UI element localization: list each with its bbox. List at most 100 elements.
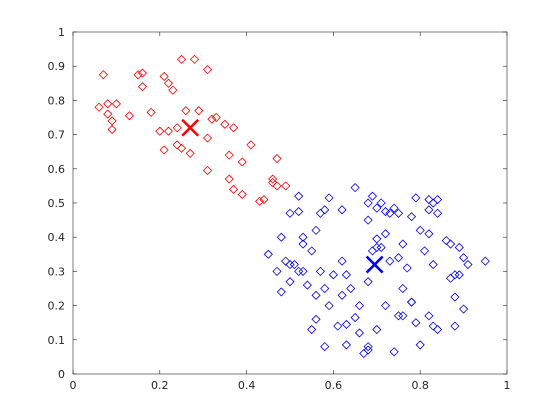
- point: [346, 283, 356, 294]
- point: [341, 319, 351, 329]
- point: [168, 85, 178, 95]
- point: [207, 114, 217, 124]
- point: [363, 198, 373, 208]
- point: [263, 249, 273, 259]
- point: [276, 232, 286, 242]
- point: [459, 304, 469, 314]
- point: [163, 78, 174, 88]
- point: [224, 174, 234, 184]
- point: [454, 242, 464, 253]
- point: [294, 266, 304, 276]
- point: [159, 145, 169, 155]
- point: [424, 311, 434, 321]
- point: [320, 283, 330, 294]
- point: [229, 184, 239, 194]
- point: [333, 321, 343, 331]
- point: [450, 270, 460, 280]
- point: [406, 212, 417, 222]
- point: [432, 208, 443, 218]
- point: [103, 109, 113, 119]
- point: [424, 229, 434, 239]
- plot-area: [72, 31, 508, 375]
- point: [380, 301, 391, 311]
- point: [220, 119, 230, 129]
- point: [411, 193, 421, 203]
- point: [137, 82, 148, 92]
- point: [298, 232, 308, 242]
- centroid-marker: [181, 118, 200, 137]
- point: [98, 70, 108, 80]
- point: [294, 191, 304, 201]
- x-tick-label: 0.4: [238, 379, 256, 392]
- point: [341, 270, 351, 280]
- point: [428, 321, 438, 331]
- point: [176, 143, 187, 153]
- point: [311, 314, 321, 324]
- point: [459, 253, 469, 263]
- point: [307, 324, 317, 335]
- point: [363, 342, 373, 352]
- point: [311, 225, 321, 235]
- point: [372, 203, 382, 213]
- point: [446, 239, 456, 249]
- point: [380, 229, 391, 239]
- y-tick-label: 0.6: [48, 163, 66, 176]
- centroid-marker: [365, 255, 384, 274]
- point: [94, 102, 104, 112]
- point: [354, 328, 365, 338]
- point: [415, 225, 425, 235]
- y-tick-label: 0.3: [48, 265, 66, 278]
- point: [237, 157, 247, 167]
- point: [103, 99, 113, 109]
- point: [224, 150, 234, 160]
- y-tick-label: 0.4: [48, 231, 66, 244]
- point: [124, 111, 134, 121]
- point: [315, 266, 325, 276]
- y-tick-label: 0.7: [48, 129, 66, 142]
- point: [354, 301, 365, 311]
- point: [159, 71, 169, 82]
- point: [372, 242, 382, 253]
- point: [133, 70, 143, 80]
- point: [350, 183, 360, 193]
- point: [419, 246, 430, 256]
- point: [454, 270, 464, 280]
- point: [194, 106, 204, 116]
- point: [107, 124, 117, 135]
- point: [367, 191, 378, 201]
- x-tick-label: 1: [504, 379, 511, 392]
- point: [428, 259, 438, 270]
- point: [393, 208, 404, 218]
- point: [155, 126, 165, 136]
- point: [324, 301, 334, 311]
- point: [237, 189, 247, 200]
- point: [402, 263, 412, 273]
- point: [289, 259, 299, 270]
- point: [272, 153, 282, 164]
- point: [363, 277, 373, 287]
- point: [285, 208, 295, 218]
- x-tick-label: 0.2: [151, 379, 169, 392]
- point: [311, 290, 321, 300]
- point: [176, 54, 187, 64]
- point: [380, 206, 391, 217]
- point: [111, 99, 121, 109]
- point: [367, 246, 378, 256]
- point: [268, 177, 278, 188]
- x-tick-label: 0.6: [325, 379, 343, 392]
- point: [255, 196, 265, 206]
- point: [398, 283, 408, 294]
- point: [372, 324, 382, 335]
- point: [432, 195, 443, 205]
- point: [337, 256, 347, 266]
- point: [363, 215, 373, 225]
- point: [432, 324, 443, 335]
- point: [389, 203, 399, 213]
- point: [285, 277, 295, 287]
- point: [406, 297, 417, 307]
- y-tick-label: 0.1: [48, 334, 66, 347]
- point: [272, 266, 282, 276]
- point: [302, 280, 312, 290]
- point: [393, 311, 404, 321]
